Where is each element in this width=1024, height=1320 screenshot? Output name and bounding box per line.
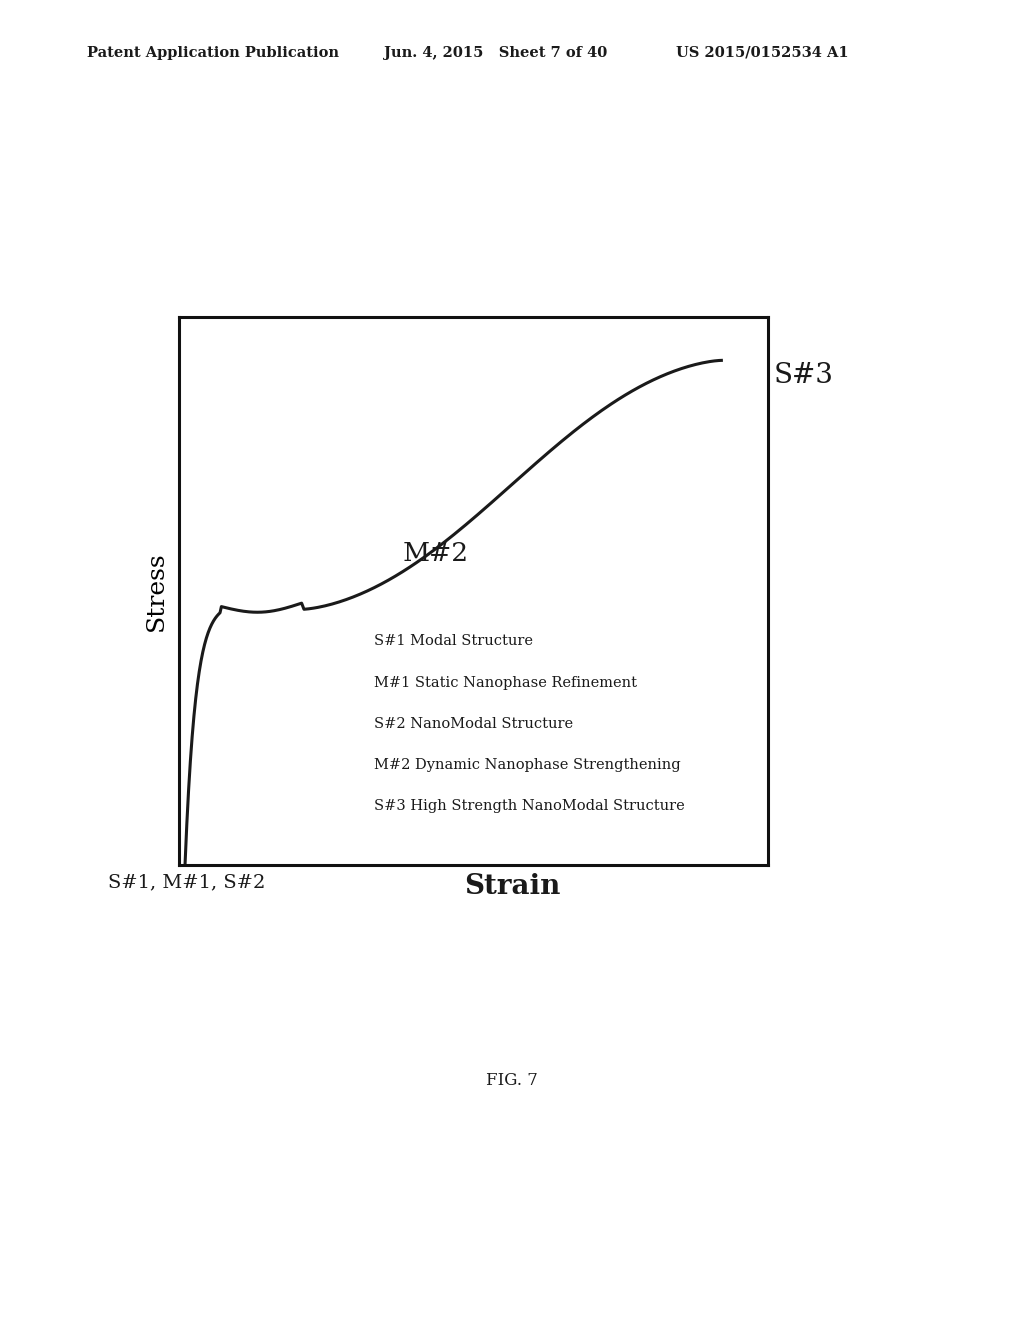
Text: M#2 Dynamic Nanophase Strengthening: M#2 Dynamic Nanophase Strengthening — [374, 758, 680, 772]
Text: Strain: Strain — [464, 873, 560, 900]
Text: Patent Application Publication: Patent Application Publication — [87, 46, 339, 59]
Text: S#1 Modal Structure: S#1 Modal Structure — [374, 635, 532, 648]
Y-axis label: Stress: Stress — [145, 550, 168, 631]
Text: US 2015/0152534 A1: US 2015/0152534 A1 — [676, 46, 849, 59]
Text: Jun. 4, 2015   Sheet 7 of 40: Jun. 4, 2015 Sheet 7 of 40 — [384, 46, 607, 59]
Text: FIG. 7: FIG. 7 — [486, 1072, 538, 1089]
Text: S#2 NanoModal Structure: S#2 NanoModal Structure — [374, 717, 572, 731]
Text: M#1 Static Nanophase Refinement: M#1 Static Nanophase Refinement — [374, 676, 637, 689]
Text: S#1, M#1, S#2: S#1, M#1, S#2 — [108, 873, 265, 891]
Text: M#2: M#2 — [402, 541, 469, 565]
Text: S#3: S#3 — [774, 362, 834, 388]
Text: S#3 High Strength NanoModal Structure: S#3 High Strength NanoModal Structure — [374, 799, 684, 813]
